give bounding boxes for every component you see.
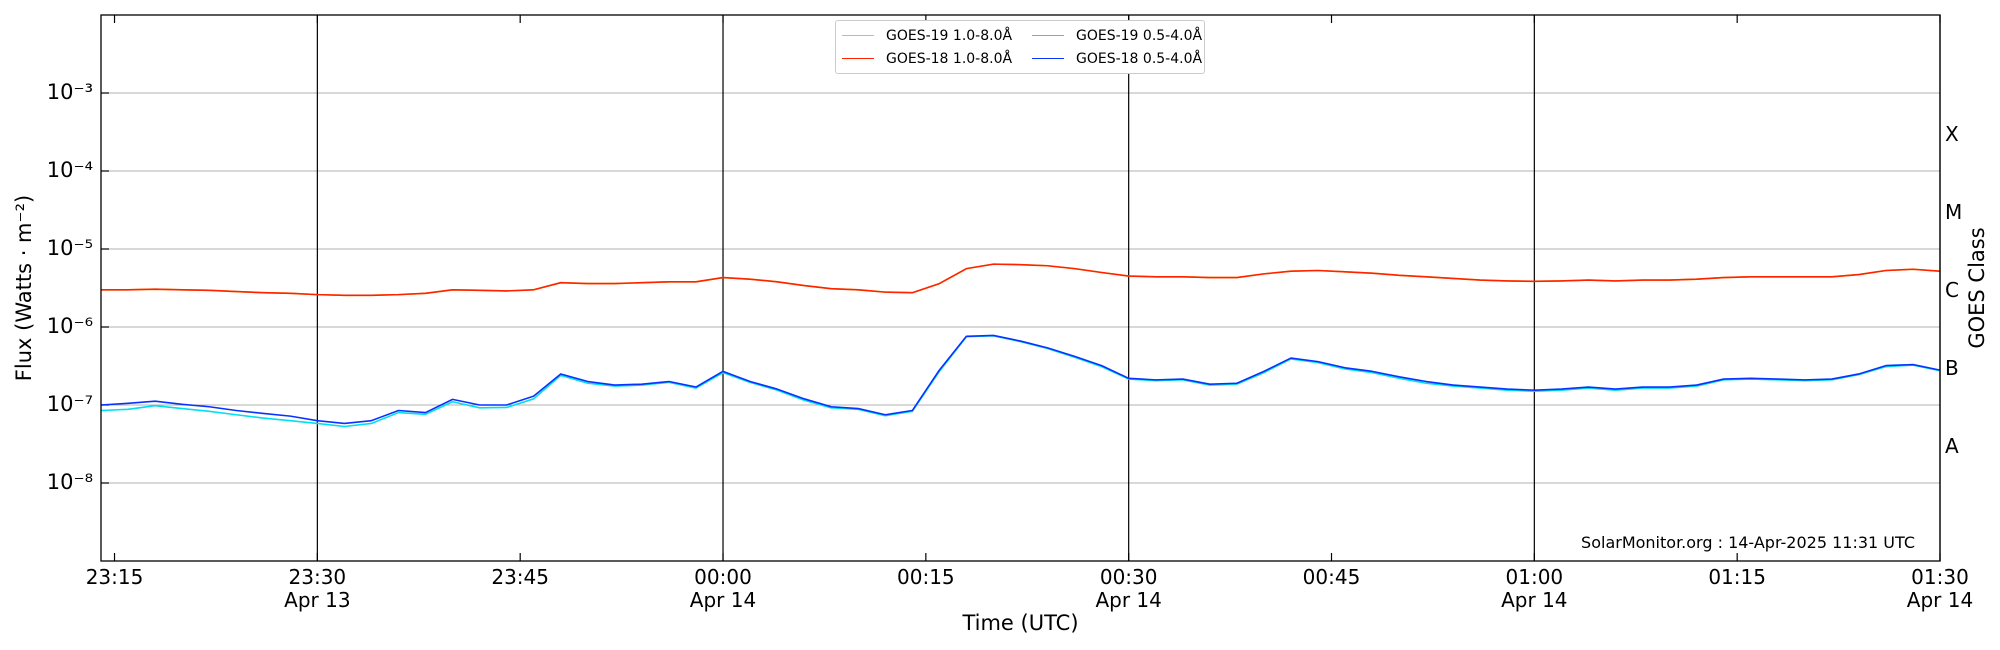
y2-tick-label: M <box>1945 199 1963 224</box>
y-tick-label: 10⁻⁸ <box>46 470 93 494</box>
x-tick-label: 01:30 Apr 14 <box>1906 565 1974 612</box>
x-tick-label: 23:45 <box>491 565 549 589</box>
x-tick-label: 00:00 Apr 14 <box>689 565 757 612</box>
legend-item: GOES-18 1.0-8.0Å <box>842 48 1027 70</box>
y2-tick-label: B <box>1945 355 1959 380</box>
legend-item: GOES-19 1.0-8.0Å <box>842 25 1027 47</box>
plot-frame <box>100 14 1941 562</box>
y2-axis-label: GOES Class <box>1965 227 1989 349</box>
legend-swatch <box>842 58 874 59</box>
legend-item: GOES-19 0.5-4.0Å <box>1032 25 1217 47</box>
x-tick-label: 01:15 <box>1708 565 1766 589</box>
x-tick-label: 23:30 Apr 13 <box>284 565 351 612</box>
legend: GOES-19 1.0-8.0Å GOES-18 1.0-8.0Å GOES-19 … <box>835 20 1205 74</box>
y-tick-label: 10⁻⁴ <box>46 158 93 182</box>
series-line <box>100 334 1941 425</box>
legend-label: GOES-19 0.5-4.0Å <box>1076 28 1203 44</box>
y2-tick-label: X <box>1945 121 1959 146</box>
y-axis-label: Flux (Watts · m⁻²) <box>12 194 36 382</box>
legend-label: GOES-18 1.0-8.0Å <box>886 51 1013 67</box>
y2-tick-label: A <box>1945 433 1959 458</box>
legend-item: GOES-18 0.5-4.0Å <box>1032 48 1217 70</box>
x-axis-label: Time (UTC) <box>962 611 1079 635</box>
y-tick-label: 10⁻⁶ <box>46 314 93 338</box>
x-tick-label: 00:15 <box>897 565 955 589</box>
x-tick-label: 23:15 <box>85 565 144 589</box>
x-tick-label: 00:45 <box>1302 565 1361 589</box>
x-tick-label: 01:00 Apr 14 <box>1501 565 1568 612</box>
legend-swatch <box>1032 58 1064 59</box>
series-line <box>101 263 1941 297</box>
annotation: SolarMonitor.org : 14-Apr-2025 11:31 UTC <box>1581 533 1915 552</box>
legend-swatch <box>842 35 874 36</box>
y-tick-label: 10⁻⁵ <box>46 236 93 260</box>
legend-label: GOES-18 0.5-4.0Å <box>1076 51 1203 67</box>
legend-swatch <box>1032 35 1064 36</box>
legend-label: GOES-19 1.0-8.0Å <box>886 28 1013 44</box>
y2-tick-label: C <box>1945 277 1959 302</box>
series-line <box>100 335 1941 428</box>
y-tick-label: 10⁻³ <box>46 80 93 104</box>
x-tick-label: 00:30 Apr 14 <box>1095 565 1162 612</box>
y-tick-label: 10⁻⁷ <box>46 392 93 416</box>
